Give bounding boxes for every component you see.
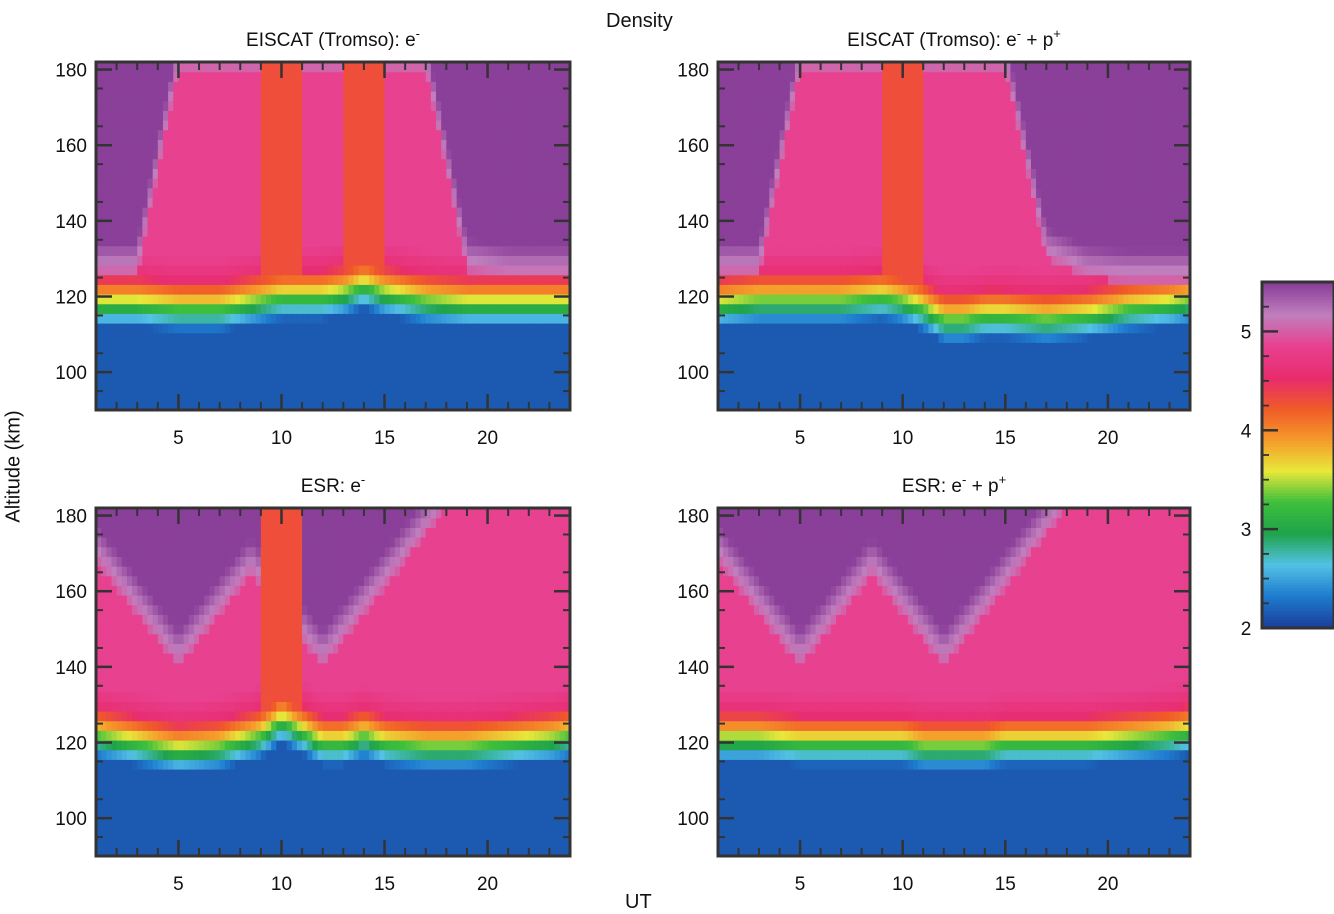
- y-tick-label: 120: [677, 734, 709, 755]
- panel-title: ESR: e-: [301, 472, 366, 497]
- panel-title: ESR: e- + p+: [902, 472, 1006, 497]
- x-tick-label: 15: [374, 428, 395, 449]
- y-tick-label: 140: [55, 658, 87, 679]
- y-tick-label: 100: [55, 363, 87, 384]
- y-tick-label: 180: [55, 507, 87, 528]
- colorbar: 2 3 4 5: [1241, 282, 1334, 640]
- figure-title: Density: [606, 10, 673, 33]
- panel-4: 5 10 15 20 100 120 140 160 180 ESR: e- + p+: [677, 472, 1190, 895]
- colorbar-tick-label: 3: [1241, 520, 1252, 541]
- x-tick-label: 15: [995, 874, 1016, 895]
- y-tick-label: 140: [677, 658, 709, 679]
- y-tick-label: 120: [55, 734, 87, 755]
- x-tick-label: 10: [271, 428, 292, 449]
- panel-1: 5 10 15 20 100 120 140 160 180 EISCAT (Tromso): e…: [55, 26, 570, 449]
- y-axis-label: Altitude (km): [3, 410, 26, 522]
- x-tick-label: 15: [995, 428, 1016, 449]
- x-tick-label: 5: [173, 428, 184, 449]
- panel-3: 5 10 15 20 100 120 140 160 180 ESR: e-: [55, 472, 570, 895]
- heatmap-field: [96, 508, 571, 857]
- x-tick-label: 20: [477, 428, 498, 449]
- y-tick-label: 160: [677, 582, 709, 603]
- y-tick-label: 180: [55, 61, 87, 82]
- panel-title: EISCAT (Tromso): e- + p+: [847, 26, 1061, 51]
- y-tick-label: 160: [677, 136, 709, 157]
- y-tick-label: 180: [677, 61, 709, 82]
- y-tick-label: 160: [55, 136, 87, 157]
- x-tick-label: 20: [1097, 874, 1118, 895]
- x-tick-label: 20: [477, 874, 498, 895]
- colorbar-tick-label: 4: [1241, 421, 1252, 442]
- colorbar-tick-label: 5: [1241, 322, 1252, 343]
- x-tick-label: 20: [1097, 428, 1118, 449]
- x-tick-label: 10: [892, 874, 913, 895]
- x-tick-label: 10: [892, 428, 913, 449]
- y-tick-label: 140: [677, 212, 709, 233]
- y-tick-label: 100: [55, 809, 87, 830]
- heatmap-field: [96, 62, 571, 411]
- heatmap-field: [718, 508, 1191, 857]
- y-tick-label: 100: [677, 363, 709, 384]
- x-tick-label: 5: [173, 874, 184, 895]
- y-tick-label: 120: [55, 288, 87, 309]
- x-tick-label: 5: [795, 874, 806, 895]
- x-tick-label: 5: [795, 428, 806, 449]
- y-tick-label: 140: [55, 212, 87, 233]
- colorbar-tick-label: 2: [1241, 619, 1252, 640]
- y-tick-label: 180: [677, 507, 709, 528]
- y-tick-label: 100: [677, 809, 709, 830]
- y-tick-label: 160: [55, 582, 87, 603]
- heatmap-field: [718, 62, 1191, 411]
- y-tick-label: 120: [677, 288, 709, 309]
- x-tick-label: 15: [374, 874, 395, 895]
- panel-2: 5 10 15 20 100 120 140 160 180 EISCAT (Tromso): e…: [677, 26, 1190, 449]
- x-axis-label: UT: [625, 891, 652, 914]
- x-tick-label: 10: [271, 874, 292, 895]
- panel-title: EISCAT (Tromso): e-: [246, 26, 420, 51]
